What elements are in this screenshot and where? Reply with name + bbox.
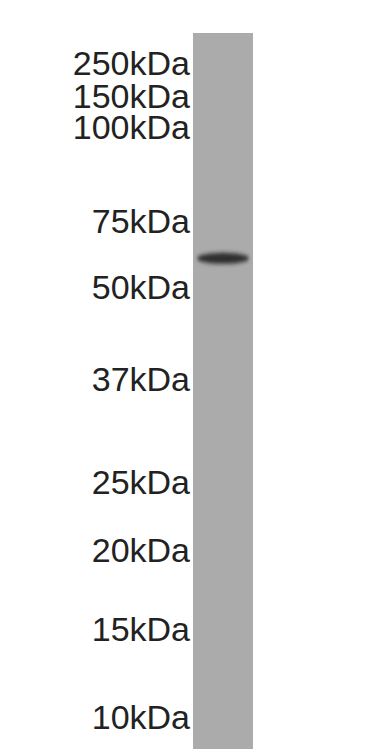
tick: 20kDa <box>92 531 193 569</box>
tick: 100kDa <box>73 108 193 146</box>
tick-label: 50kDa <box>92 268 190 306</box>
tick-label: 10kDa <box>92 698 190 736</box>
tick: 37kDa <box>92 360 193 398</box>
tick-label: 25kDa <box>92 463 190 501</box>
tick: 15kDa <box>92 610 193 648</box>
tick-label: 15kDa <box>92 610 190 648</box>
lane-background <box>193 33 253 749</box>
tick: 25kDa <box>92 463 193 501</box>
tick-label: 37kDa <box>92 360 190 398</box>
blot-figure: 250kDa150kDa100kDa75kDa50kDa37kDa25kDa20… <box>0 0 385 749</box>
tick-label: 100kDa <box>73 108 190 146</box>
tick-label: 20kDa <box>92 531 190 569</box>
tick: 50kDa <box>92 268 193 306</box>
y-axis: 250kDa150kDa100kDa75kDa50kDa37kDa25kDa20… <box>73 44 194 736</box>
tick: 10kDa <box>92 698 193 736</box>
tick: 75kDa <box>92 202 193 240</box>
axis-line <box>193 65 194 719</box>
bands <box>197 253 249 264</box>
tick-label: 75kDa <box>92 202 190 240</box>
band <box>197 253 249 264</box>
